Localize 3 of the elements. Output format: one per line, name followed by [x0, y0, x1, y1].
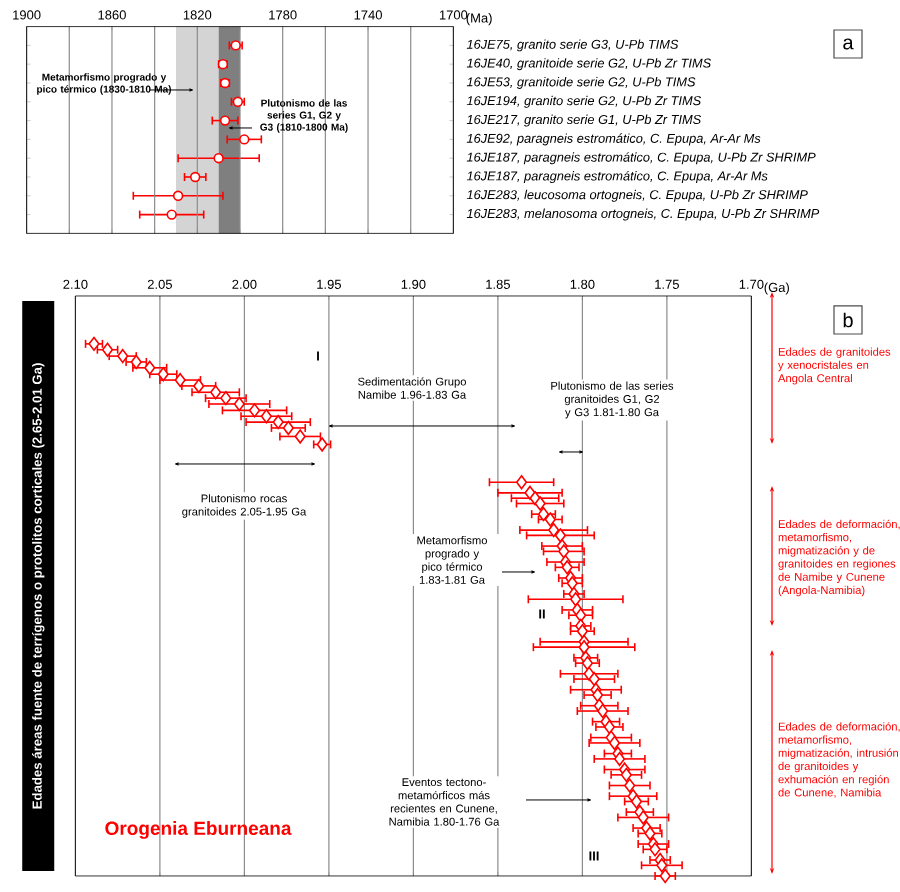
text: b [843, 312, 853, 328]
annotation: Orogenia Eburneana [105, 821, 292, 839]
text: a [843, 38, 854, 50]
